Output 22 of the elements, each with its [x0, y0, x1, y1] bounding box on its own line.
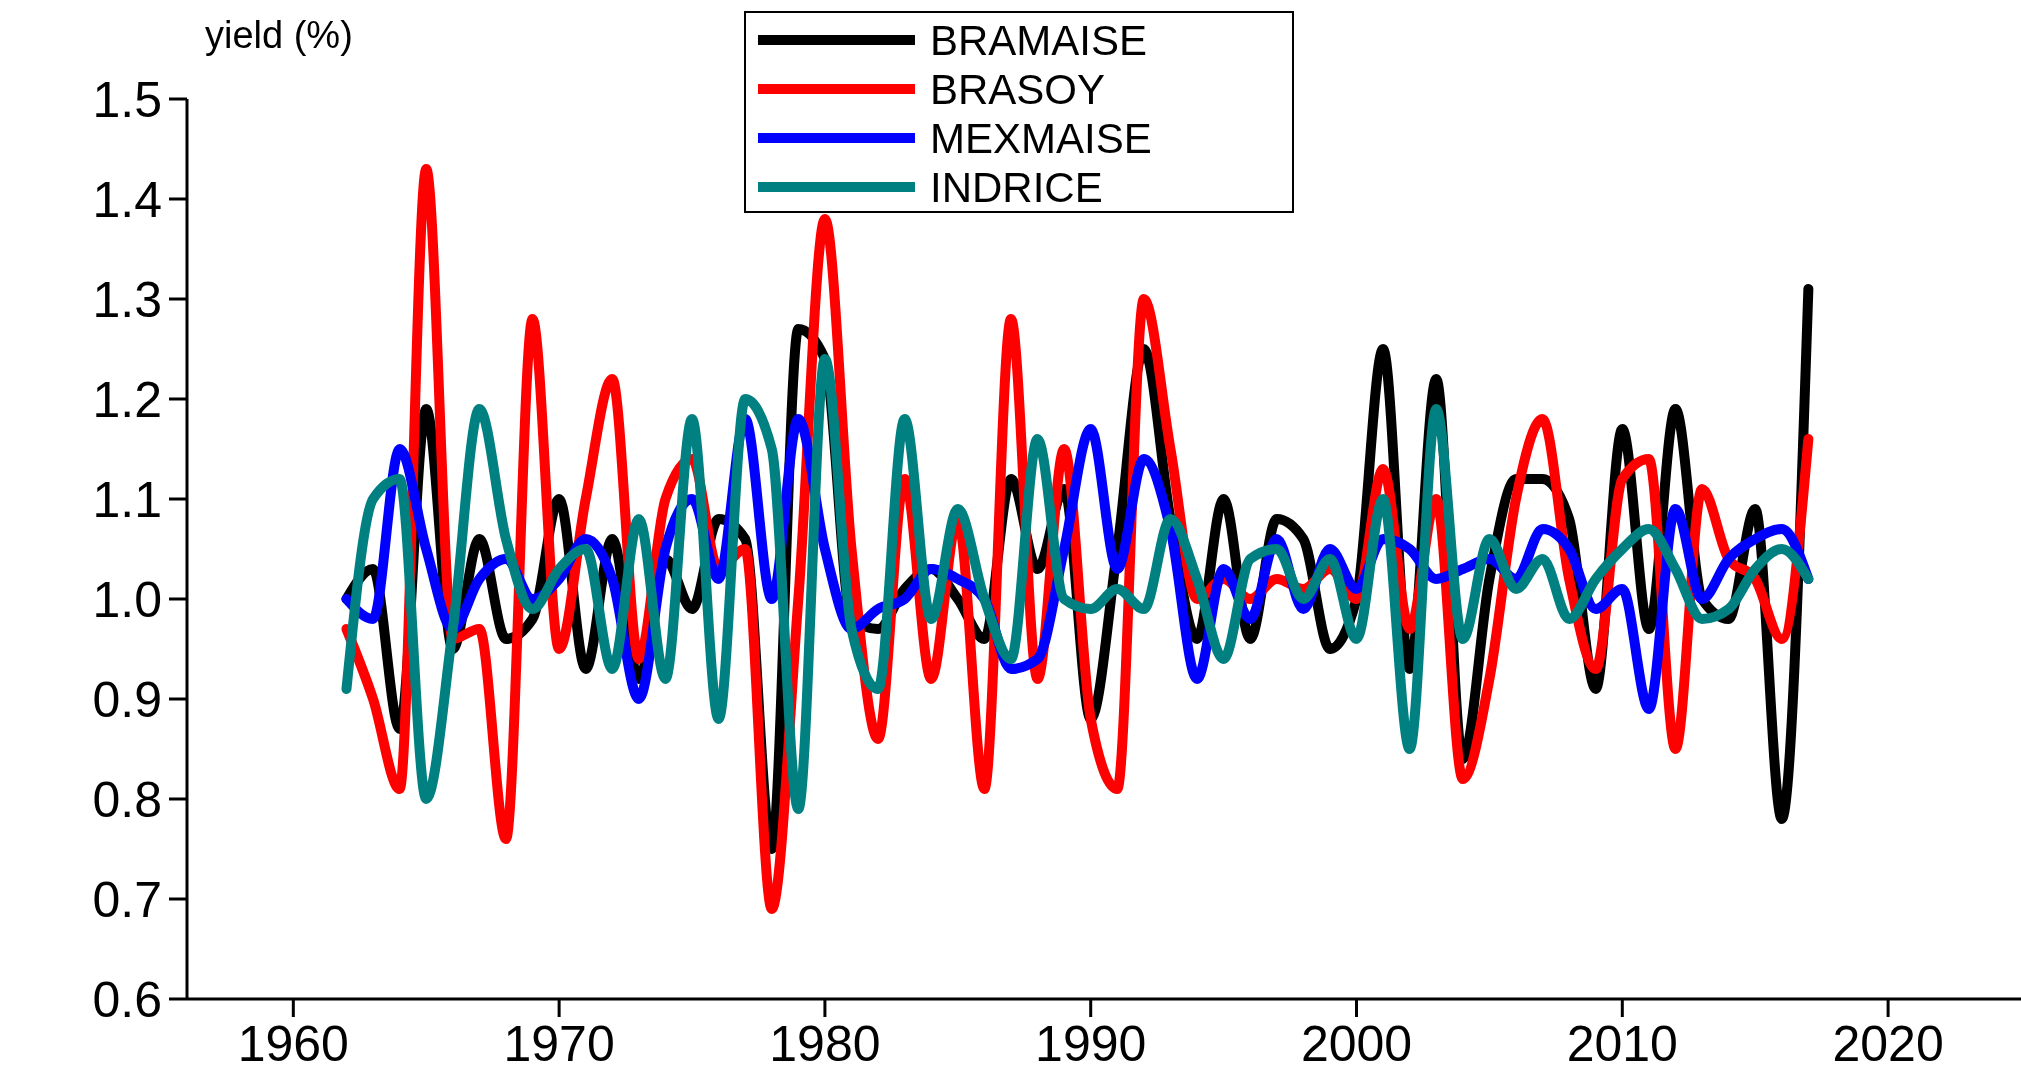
y-tick-label: 0.7 — [92, 871, 162, 928]
y-tick-label: 0.8 — [92, 771, 162, 828]
y-tick-label: 1.5 — [92, 71, 162, 128]
y-tick-label: 0.9 — [92, 671, 162, 728]
x-tick-label: 1990 — [1035, 1016, 1147, 1072]
y-tick-label: 1.1 — [92, 471, 162, 528]
y-axis-title: yield (%) — [205, 14, 353, 56]
y-tick-label: 1.2 — [92, 371, 162, 428]
y-tick-label: 1.3 — [92, 271, 162, 328]
x-tick-label: 1960 — [237, 1016, 349, 1072]
x-tick-label: 2020 — [1832, 1016, 1944, 1072]
legend-label: MEXMAISE — [930, 114, 1152, 162]
legend-label: INDRICE — [930, 163, 1103, 211]
x-tick-label: 1970 — [503, 1016, 615, 1072]
x-tick-label: 2000 — [1300, 1016, 1413, 1072]
y-tick-label: 1.0 — [92, 571, 162, 628]
y-tick-label: 1.4 — [92, 171, 162, 228]
y-tick-label: 0.6 — [92, 971, 162, 1028]
x-tick-label: 2010 — [1566, 1016, 1678, 1072]
legend-label: BRASOY — [930, 65, 1106, 113]
legend-label: BRAMAISE — [930, 16, 1148, 64]
x-tick-label: 1980 — [769, 1016, 881, 1072]
